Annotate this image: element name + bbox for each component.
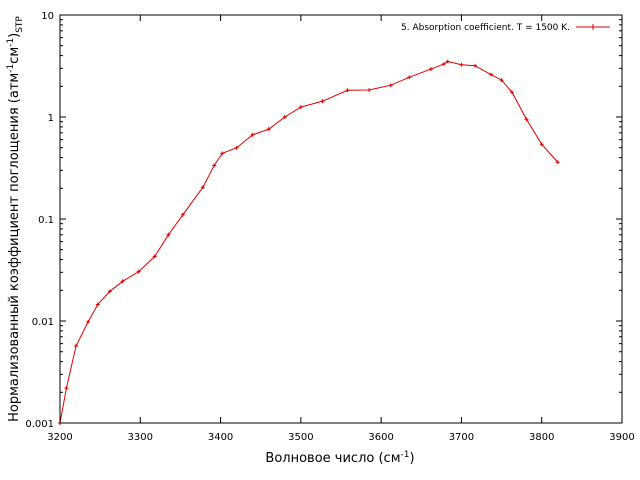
data-point (95, 302, 100, 307)
data-point (499, 78, 504, 83)
legend-marker (590, 24, 596, 30)
data-point (320, 99, 325, 104)
x-axis-label: Волновое число (см-1) (265, 450, 414, 466)
y-tick-label: 1 (48, 113, 54, 124)
data-point (345, 88, 350, 93)
y-tick-label: 0.1 (38, 215, 54, 226)
data-point (220, 151, 225, 156)
data-point (367, 87, 372, 92)
y-tick-label: 0.01 (32, 317, 54, 328)
data-point (266, 127, 271, 132)
data-point (510, 90, 515, 95)
y-tick-label: 0.001 (25, 419, 54, 430)
data-point (428, 67, 433, 72)
data-point (459, 62, 464, 67)
data-point (539, 142, 544, 147)
data-point (136, 269, 141, 274)
series-layer (58, 59, 560, 425)
data-point (234, 145, 239, 150)
data-point (250, 132, 255, 137)
data-point (212, 163, 217, 168)
y-axis-label: Нормализованный коэффициент поглощения (… (6, 16, 25, 422)
x-tick-label: 3600 (368, 432, 393, 443)
x-tick-label: 3300 (128, 432, 153, 443)
plot-frame (59, 14, 623, 424)
data-point (407, 75, 412, 80)
data-point (107, 289, 112, 294)
x-tick-label: 3700 (449, 432, 474, 443)
x-tick-label: 3800 (529, 432, 554, 443)
x-tick-label: 3500 (288, 432, 313, 443)
data-point (489, 72, 494, 77)
data-point (555, 160, 560, 165)
y-tick-label: 10 (41, 11, 54, 22)
data-point (74, 343, 79, 348)
data-point (282, 115, 287, 119)
x-tick-label: 3900 (609, 432, 634, 443)
data-point (388, 83, 393, 88)
data-point (180, 212, 185, 217)
x-tick-label: 3400 (208, 432, 233, 443)
data-point (86, 319, 91, 324)
data-point (64, 386, 69, 391)
data-point (441, 62, 446, 67)
data-point (473, 63, 478, 68)
x-tick-label: 3200 (47, 432, 72, 443)
data-point (120, 279, 125, 284)
tick-labels: 3200 3300 3400 3500 3600 3700 3800 3900 0.001 0.0… (25, 11, 634, 443)
data-point (166, 232, 171, 237)
data-point (152, 254, 157, 259)
legend: 5. Absorption coefficient. T = 1500 K. (401, 23, 610, 33)
data-point (524, 117, 529, 122)
data-point (298, 105, 303, 110)
data-point (445, 59, 450, 64)
data-point (200, 185, 205, 190)
legend-label: 5. Absorption coefficient. T = 1500 K. (401, 23, 570, 33)
